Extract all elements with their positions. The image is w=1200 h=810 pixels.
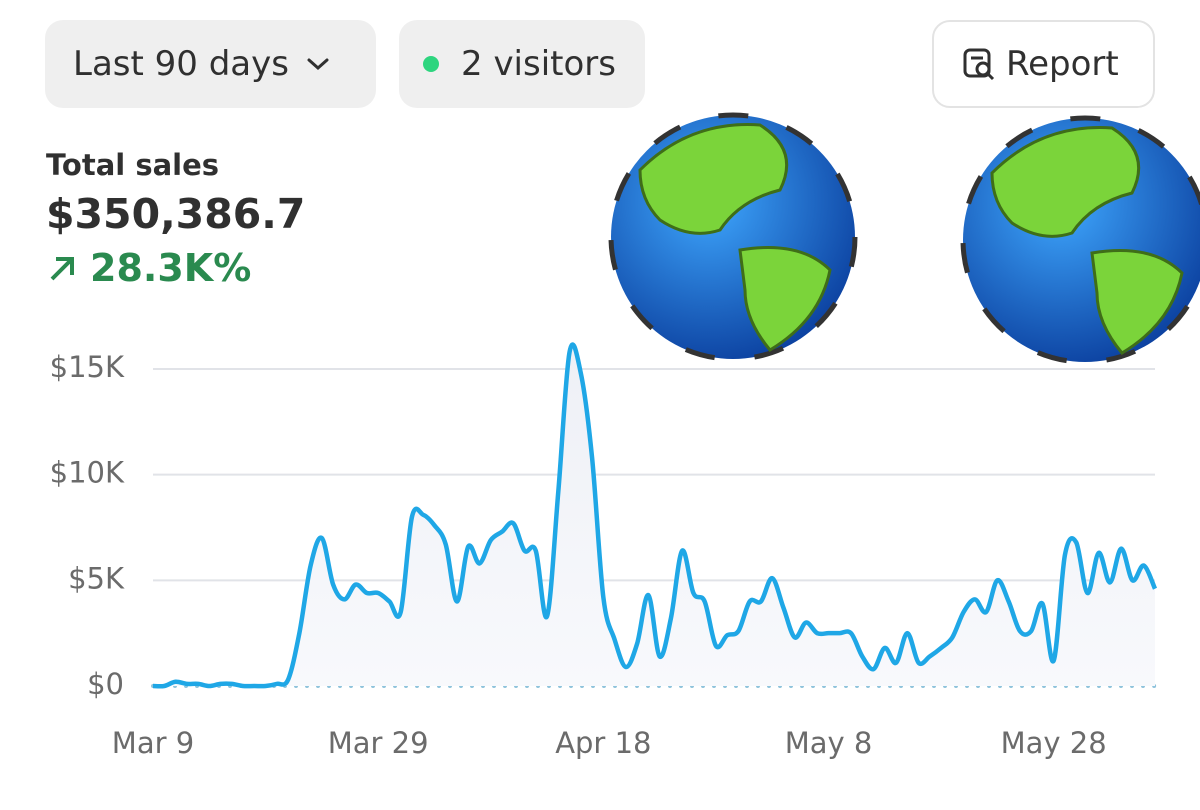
x-tick-label: Mar 29 <box>328 726 429 760</box>
x-tick-label: Apr 18 <box>555 726 651 760</box>
x-tick-label: Mar 9 <box>112 726 194 760</box>
globe-emoji <box>608 112 858 362</box>
up-arrow-icon <box>50 257 74 281</box>
y-tick-label: $10K <box>50 456 125 490</box>
chevron-icon <box>307 58 329 71</box>
y-tick-label: $0 <box>87 667 124 701</box>
metric-label: Total sales <box>46 148 220 182</box>
sales-line <box>152 342 1158 689</box>
report-icon <box>963 48 995 81</box>
metric-value: $350,386.7 <box>46 190 306 238</box>
globe-emoji <box>960 115 1200 365</box>
report-button[interactable]: Report <box>932 20 1155 108</box>
date-range-button[interactable]: Last 90 days <box>45 20 376 108</box>
live-dot <box>423 56 439 72</box>
metric-change-value: 28.3K% <box>90 246 252 290</box>
y-tick-label: $5K <box>68 561 125 595</box>
metric-change: 28.3K% <box>46 246 251 290</box>
visitors-button[interactable]: 2 visitors <box>399 20 645 108</box>
report-label: Report <box>1006 44 1119 84</box>
x-tick-label: May 28 <box>1001 726 1107 760</box>
date-range-label: Last 90 days <box>73 44 289 84</box>
visitors-label: 2 visitors <box>461 44 616 84</box>
x-tick-label: May 8 <box>785 726 873 760</box>
y-tick-label: $15K <box>50 350 125 384</box>
